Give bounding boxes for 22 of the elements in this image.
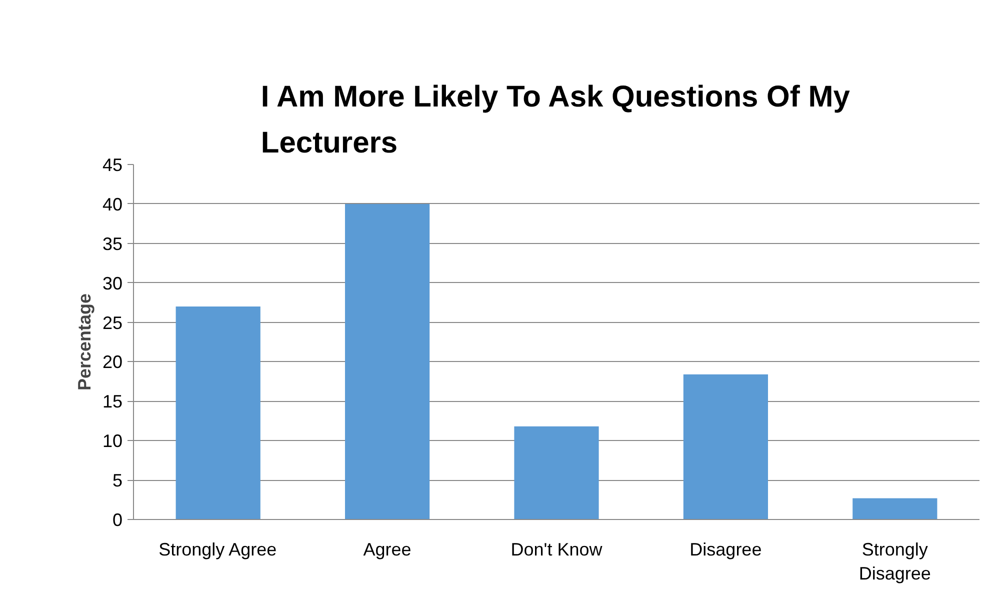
y-tick-label: 25 xyxy=(102,312,123,333)
chart-title: I Am More Likely To Ask Questions Of My Lecturers xyxy=(260,80,850,160)
x-tick-label: Agree xyxy=(363,540,412,560)
y-axis-title: Percentage xyxy=(74,293,94,391)
y-tick-label: 30 xyxy=(102,273,123,294)
y-tick-label: 20 xyxy=(102,352,123,372)
bar xyxy=(176,306,260,520)
y-tick-label: 40 xyxy=(102,194,123,214)
x-tick-label: Don't Know xyxy=(510,540,604,560)
bar xyxy=(852,498,938,520)
bar xyxy=(345,204,430,520)
y-tick-label: 0 xyxy=(112,510,123,530)
y-tick-label: 15 xyxy=(102,392,123,412)
y-tick-label: 45 xyxy=(102,155,123,175)
y-tick-label: 10 xyxy=(102,431,123,452)
x-tick-label: Strongly Agree xyxy=(158,540,277,560)
x-tick-label: Strongly Disagree xyxy=(858,540,931,584)
bar xyxy=(514,426,599,520)
bar xyxy=(683,374,768,520)
y-tick-label: 5 xyxy=(112,470,123,491)
y-tick-label: 35 xyxy=(102,234,123,254)
x-tick-label: Disagree xyxy=(690,540,762,560)
